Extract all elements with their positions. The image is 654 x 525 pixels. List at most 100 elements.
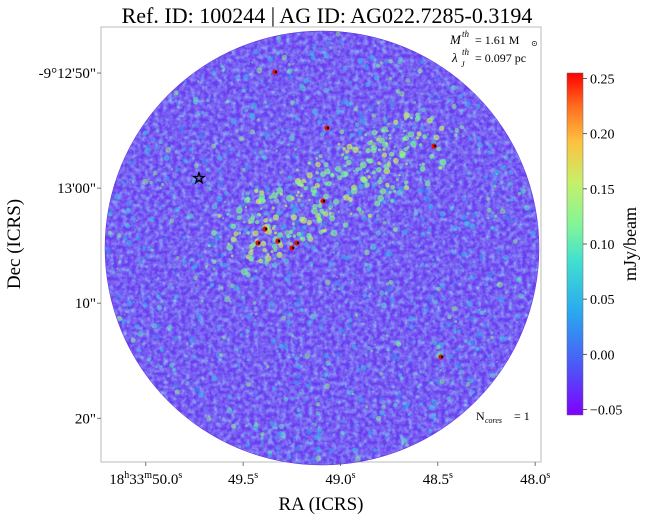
map-speck (160, 365, 163, 368)
map-speck (142, 302, 148, 308)
map-speck (189, 147, 194, 152)
map-filament (430, 116, 434, 121)
map-speck (363, 171, 367, 175)
map-speck (160, 258, 164, 262)
map-speck (451, 85, 457, 91)
map-speck (147, 279, 151, 283)
map-speck (513, 239, 518, 244)
map-filament (364, 182, 370, 188)
map-speck (225, 99, 230, 104)
map-filament (388, 133, 392, 137)
map-speck (409, 315, 415, 322)
map-filament (410, 140, 417, 147)
map-speck (473, 197, 476, 200)
map-speck (467, 377, 470, 380)
map-speck (182, 259, 187, 264)
map-filament (292, 222, 295, 226)
map-speck (205, 98, 210, 103)
mass-symbol: M (449, 32, 462, 47)
map-speck (128, 270, 132, 273)
map-filament (390, 199, 395, 203)
map-speck (193, 327, 197, 331)
map-speck (239, 350, 243, 354)
map-speck (436, 286, 441, 291)
map-filament (243, 197, 250, 204)
map-filament (421, 162, 425, 166)
map-speck (417, 189, 420, 192)
map-filament (367, 213, 372, 218)
map-filament (330, 229, 338, 237)
map-speck (264, 428, 268, 431)
annotation-ncores: N cores = 1 (476, 409, 530, 425)
map-speck (420, 217, 425, 222)
map-filament (409, 116, 413, 120)
map-speck (432, 340, 438, 346)
map-speck (461, 251, 467, 258)
map-speck (379, 396, 384, 402)
map-filament (299, 183, 304, 188)
map-speck (447, 315, 452, 320)
map-speck (498, 296, 504, 303)
map-speck (235, 129, 239, 133)
map-speck (487, 216, 490, 219)
map-speck (419, 370, 423, 374)
map-filament (258, 193, 266, 201)
map-filament (389, 151, 395, 157)
map-speck (234, 174, 237, 177)
map-speck (409, 340, 414, 345)
map-filament (308, 198, 311, 202)
map-filament (439, 125, 445, 132)
map-speck (163, 236, 168, 241)
map-speck (254, 185, 259, 189)
map-speck (323, 130, 327, 134)
map-speck (452, 251, 456, 255)
map-speck (167, 374, 170, 378)
map-speck (282, 236, 285, 239)
map-speck (373, 75, 380, 81)
map-speck (260, 440, 265, 445)
map-speck (485, 201, 487, 204)
map-speck (308, 50, 315, 56)
map-speck (298, 413, 303, 418)
map-filament (230, 254, 234, 258)
map-speck (376, 351, 379, 354)
ncores-sub: cores (485, 416, 502, 425)
map-speck (425, 196, 432, 203)
map-speck (291, 125, 294, 128)
map-speck (420, 232, 425, 237)
map-speck (246, 67, 249, 70)
map-speck (293, 220, 300, 226)
map-speck (250, 212, 254, 216)
map-speck (384, 49, 386, 52)
map-speck (339, 129, 345, 135)
map-speck (494, 169, 501, 175)
map-speck (197, 318, 202, 323)
map-speck (292, 226, 296, 230)
map-filament (270, 250, 274, 254)
map-speck (302, 438, 306, 441)
map-speck (371, 113, 376, 118)
map-speck (397, 225, 400, 229)
map-speck (364, 262, 369, 267)
map-speck (185, 129, 187, 132)
map-filament (359, 161, 367, 169)
map-filament (337, 142, 341, 146)
map-speck (446, 87, 449, 90)
map-speck (289, 442, 292, 445)
map-speck (294, 147, 297, 151)
map-speck (335, 241, 340, 246)
map-speck (258, 150, 264, 155)
map-speck (468, 339, 475, 346)
map-speck (153, 170, 158, 176)
map-speck (375, 230, 382, 236)
map-filament (243, 221, 246, 224)
map-speck (283, 113, 287, 116)
map-speck (246, 329, 250, 333)
map-filament (347, 196, 353, 202)
map-filament (388, 137, 392, 140)
map-filament (358, 150, 362, 154)
map-speck (200, 110, 205, 115)
map-speck (437, 96, 441, 99)
map-speck (428, 314, 431, 317)
map-filament (230, 236, 236, 242)
